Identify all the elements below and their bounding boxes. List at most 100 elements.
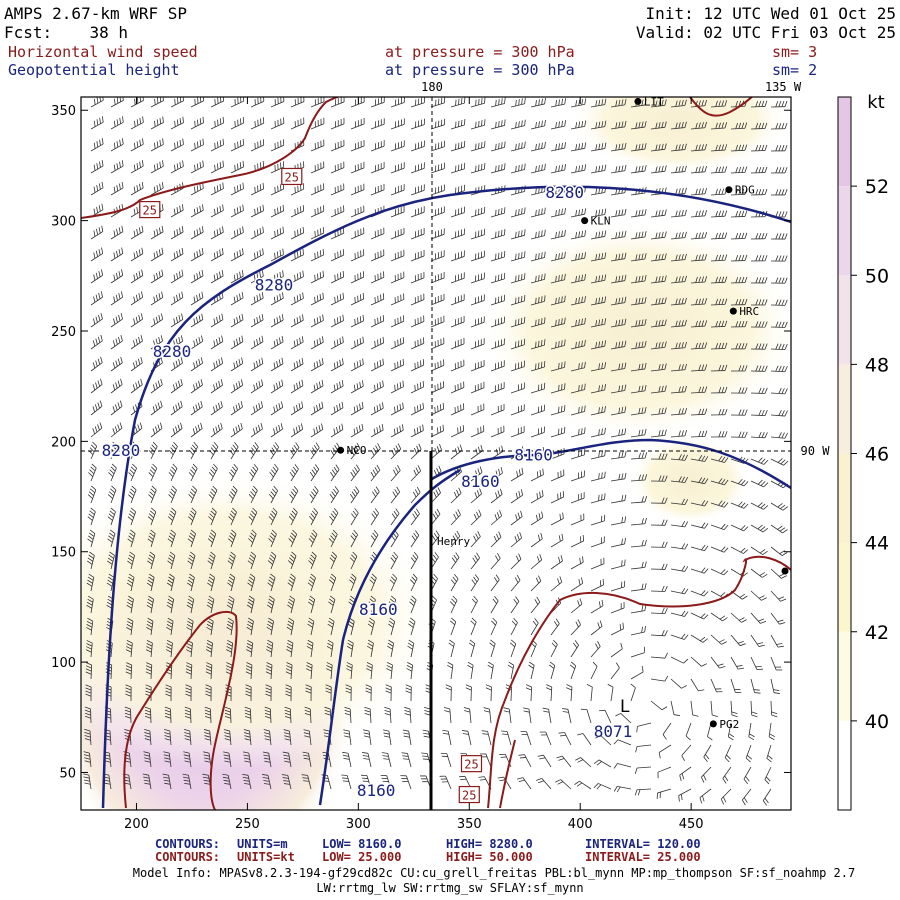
wind-barb (730, 321, 748, 328)
wind-barb (270, 204, 284, 218)
wind-barb (310, 227, 325, 240)
wind-barb (170, 357, 183, 372)
wind-barb (530, 468, 544, 482)
height-contour-8160-west (318, 468, 461, 806)
speed-contours (81, 97, 791, 810)
wind-barb (90, 247, 104, 262)
wind-barb (690, 232, 708, 240)
wind-barb (310, 139, 325, 152)
wind-barb (536, 778, 552, 790)
wind-barb (142, 773, 152, 790)
wind-barb (128, 463, 137, 482)
wind-barb (146, 573, 155, 592)
wind-barb (150, 378, 163, 394)
wind-barb (90, 181, 104, 196)
wind-barb (330, 183, 345, 196)
wind-barb (590, 274, 607, 284)
wind-barb (650, 453, 668, 460)
wind-barb (283, 729, 292, 746)
wind-barb (510, 426, 525, 438)
wind-barb (410, 530, 420, 548)
wind-barb (308, 595, 316, 614)
wind-barb (110, 378, 123, 394)
axes: 200 250 300 350 400 450 50 100 150 200 250 300 350 (51, 97, 791, 832)
wind-barb (410, 162, 425, 174)
wind-barb (130, 313, 143, 328)
wind-barb (110, 225, 124, 240)
wind-barb (690, 678, 705, 692)
wind-barb (594, 759, 612, 768)
wind-barb (539, 731, 552, 746)
wind-barb (770, 189, 788, 196)
wind-barb (530, 295, 546, 306)
wind-barb (450, 119, 466, 130)
wind-barb (370, 402, 384, 416)
wind-barb (108, 463, 117, 482)
wind-barb (349, 486, 360, 504)
wind-barb (310, 205, 325, 218)
wind-barb (390, 271, 405, 284)
wind-barb (230, 291, 244, 306)
wind-barb (182, 773, 192, 790)
wind-barb (590, 164, 607, 174)
wind-barb (710, 100, 728, 108)
wind-barb (530, 554, 543, 570)
wind-barb (610, 472, 627, 482)
wind-barb (710, 478, 729, 486)
wind-barb (270, 292, 284, 306)
wind-barb (370, 443, 381, 460)
wind-barb (710, 700, 719, 718)
wind-barb (302, 751, 312, 768)
wind-barb (690, 276, 708, 284)
wind-barb (410, 184, 425, 196)
wind-barb (610, 98, 627, 108)
wind-barb (430, 272, 445, 284)
wind-barb (410, 97, 426, 108)
contours-1-low: LOW= 8160.0 (322, 837, 401, 851)
wind-barb (490, 272, 506, 284)
wind-barb (330, 336, 344, 350)
wind-barb (770, 122, 788, 130)
wind-barb (615, 713, 632, 724)
wind-barb (720, 788, 732, 805)
wind-barb (230, 422, 243, 438)
wind-barb (490, 617, 498, 636)
wind-barb (750, 100, 768, 108)
wind-barb (190, 226, 204, 240)
wind-barb (679, 766, 692, 782)
wind-barb (630, 406, 647, 416)
wind-barb (681, 744, 692, 762)
wind-barb (750, 700, 758, 718)
wind-barb (250, 313, 264, 328)
wind-barb (370, 315, 385, 328)
wind-barb (570, 470, 585, 482)
contours-2-label: CONTOURS: (155, 850, 220, 864)
wind-barb (110, 160, 124, 174)
wind-barb (610, 296, 627, 306)
wind-barb (381, 752, 392, 768)
wind-barb (490, 294, 506, 306)
wind-barb (610, 537, 626, 548)
footer: CONTOURS: UNITS=m LOW= 8160.0 HIGH= 8280… (155, 837, 701, 864)
wind-barb (248, 485, 258, 504)
wind-barb (263, 729, 272, 746)
wind-barb (147, 529, 156, 548)
wind-barb (770, 255, 788, 262)
wind-barb (518, 754, 532, 768)
wind-barb (190, 269, 204, 284)
wind-barb (250, 182, 264, 196)
wind-barb (722, 766, 732, 784)
wind-barb (150, 291, 164, 306)
stations: RDG KLN HRC NCO PG2 LIT (337, 97, 759, 731)
wind-barb (630, 625, 646, 636)
wind-barb (530, 426, 545, 438)
wind-barb (670, 209, 687, 218)
wind-barb (125, 684, 132, 702)
wind-barb (690, 455, 709, 462)
wind-barb (228, 485, 238, 504)
wind-barb (574, 780, 592, 790)
wind-barb (570, 142, 587, 152)
wind-barb (590, 514, 606, 526)
wind-barb (670, 498, 689, 506)
wind-barb (326, 662, 333, 680)
